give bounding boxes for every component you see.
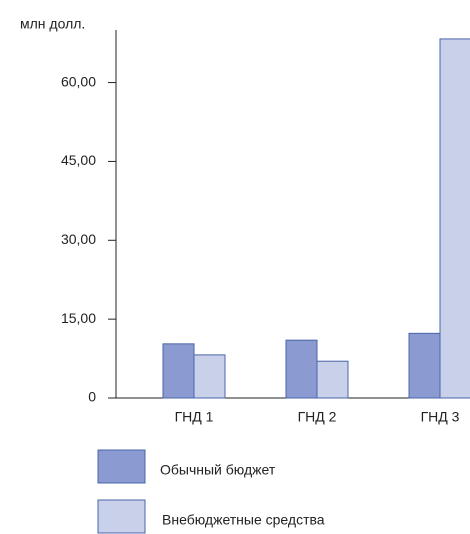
y-tick-label: 45,00 [61,152,96,168]
legend-swatch [97,449,146,484]
x-tick-label: ГНД 2 [298,409,337,425]
bar [408,332,441,399]
y-tick-label: 30,00 [61,231,96,247]
y-tick-label: 60,00 [61,73,96,89]
bar [285,339,318,399]
y-tick-label: 15,00 [61,310,96,326]
legend-label: Обычный бюджет [160,462,276,478]
bar [439,38,470,399]
y-tick-label: 0 [88,389,96,405]
x-tick-label: ГНД 3 [421,409,460,425]
bar [316,360,349,399]
y-axis-label: млн долл. [20,16,85,32]
x-tick-label: ГНД 1 [175,409,214,425]
legend-swatch [97,499,146,534]
legend-label: Внебюджетные средства [162,512,325,528]
bar [193,354,226,399]
bar [162,343,195,399]
